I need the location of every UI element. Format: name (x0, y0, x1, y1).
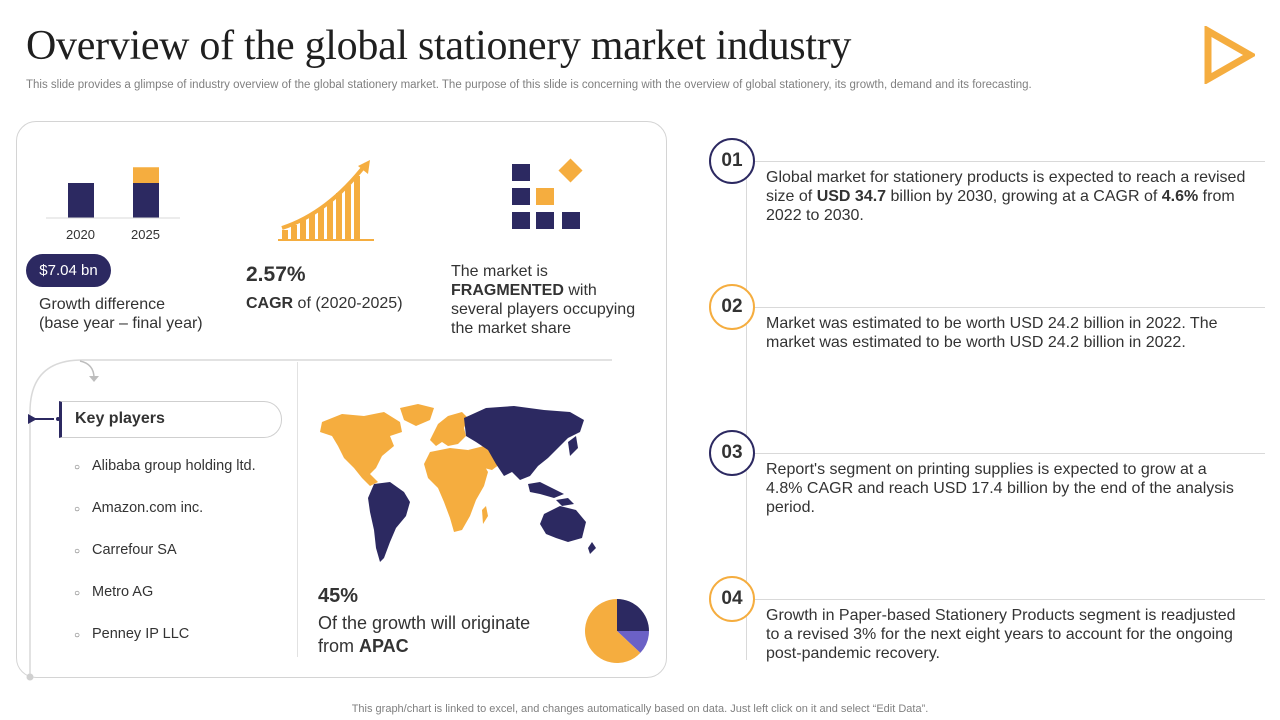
bullet-circle-icon: ○ (74, 588, 81, 599)
key-player-name: Penney IP LLC (92, 626, 190, 642)
timeline-rule (755, 453, 1265, 454)
timeline-text: Report's segment on printing supplies is… (766, 460, 1246, 517)
bullet-circle-icon: ○ (74, 546, 81, 557)
timeline-text-part: from 2022 to 2030. (766, 188, 1235, 224)
growth-bar-chart (46, 167, 180, 219)
list-item: ○ Penney IP LLC (74, 626, 256, 668)
apac-percent: 45% (318, 585, 359, 607)
apac-share-pie (585, 599, 649, 663)
cagr-label: CAGR of (2020-2025) (246, 295, 403, 313)
list-item: ○ Alibaba group holding ltd. (74, 458, 256, 500)
key-player-name: Alibaba group holding ltd. (92, 458, 256, 474)
growth-value-badge: $7.04 bn (26, 254, 111, 287)
key-players-list: ○ Alibaba group holding ltd. ○ Amazon.com … (74, 458, 256, 668)
arrow-right-icon (28, 414, 60, 424)
overview-panel (16, 121, 667, 678)
pie-slice-0 (617, 599, 649, 631)
timeline-text-part: Global market for stationery products is… (766, 169, 1246, 205)
growth-bars-arrow-icon (278, 160, 374, 241)
vertical-divider (297, 362, 298, 657)
key-players-title: Key players (75, 410, 165, 427)
bullet-circle-icon: ○ (74, 504, 81, 515)
frag-post: with several players occupying the marke… (451, 282, 636, 337)
timeline-number: 03 (709, 430, 755, 476)
timeline-text-bold: 4.6% (1161, 188, 1199, 205)
list-item: ○ Metro AG (74, 584, 256, 626)
timeline-text-part: Report's segment on printing supplies is… (766, 461, 1234, 516)
bar-2025-segment-0 (133, 183, 159, 218)
world-map-icon (320, 404, 596, 562)
key-players-header: Key players (59, 401, 282, 438)
bullet-circle-icon: ○ (74, 630, 81, 641)
fragmented-squares-icon (512, 158, 583, 229)
pie-slice-2 (585, 599, 641, 663)
connector-line (26, 359, 612, 681)
bar-label-2025: 2025 (131, 227, 160, 242)
apac-text-pre: Of the growth will originate from (318, 613, 531, 656)
key-player-name: Metro AG (92, 584, 154, 600)
timeline-text: Growth in Paper-based Stationery Product… (766, 606, 1246, 663)
cagr-label-rest: of (2020-2025) (293, 295, 403, 312)
frag-pre: The market is (451, 263, 548, 280)
timeline-number: 02 (709, 284, 755, 330)
bar-label-2020: 2020 (66, 227, 95, 242)
growth-difference-label: Growth difference (base year – final yea… (39, 295, 239, 333)
timeline-text-part: billion by 2030, growing at a CAGR of (886, 188, 1162, 205)
key-player-name: Carrefour SA (92, 542, 177, 558)
key-player-name: Amazon.com inc. (92, 500, 204, 516)
timeline-rule (755, 161, 1265, 162)
timeline-rule (755, 599, 1265, 600)
timeline-text-part: Growth in Paper-based Stationery Product… (766, 607, 1236, 662)
timeline-number: 01 (709, 138, 755, 184)
play-triangle-outline-icon (1204, 26, 1255, 84)
timeline-text-bold: USD 34.7 (816, 188, 887, 205)
apac-text-bold: APAC (359, 636, 409, 656)
timeline-text-part: Market was estimated to be worth USD 24.… (766, 315, 1218, 351)
list-item: ○ Carrefour SA (74, 542, 256, 584)
bar-2020-segment-0 (68, 183, 94, 218)
timeline-number: 04 (709, 576, 755, 622)
fragmented-description: The market is FRAGMENTED with several pl… (451, 262, 651, 338)
timeline-text: Global market for stationery products is… (766, 168, 1246, 225)
page-title: Overview of the global stationery market… (26, 23, 852, 69)
bar-2025-segment-1 (133, 167, 159, 183)
timeline-line (746, 140, 747, 660)
timeline-text: Market was estimated to be worth USD 24.… (766, 314, 1246, 352)
growth-label-line1: Growth difference (39, 296, 165, 313)
list-item: ○ Amazon.com inc. (74, 500, 256, 542)
footer-note: This graph/chart is linked to excel, and… (351, 703, 929, 715)
frag-bold: FRAGMENTED (451, 282, 564, 299)
timeline-rule (755, 307, 1265, 308)
bullet-circle-icon: ○ (74, 462, 81, 473)
apac-description: Of the growth will originate from APAC (318, 612, 558, 658)
cagr-value: 2.57% (246, 263, 306, 286)
cagr-label-bold: CAGR (246, 295, 294, 312)
growth-label-line2: (base year – final year) (39, 315, 203, 332)
pie-slice-1 (617, 631, 649, 653)
page-subtitle: This slide provides a glimpse of industr… (26, 79, 1032, 91)
